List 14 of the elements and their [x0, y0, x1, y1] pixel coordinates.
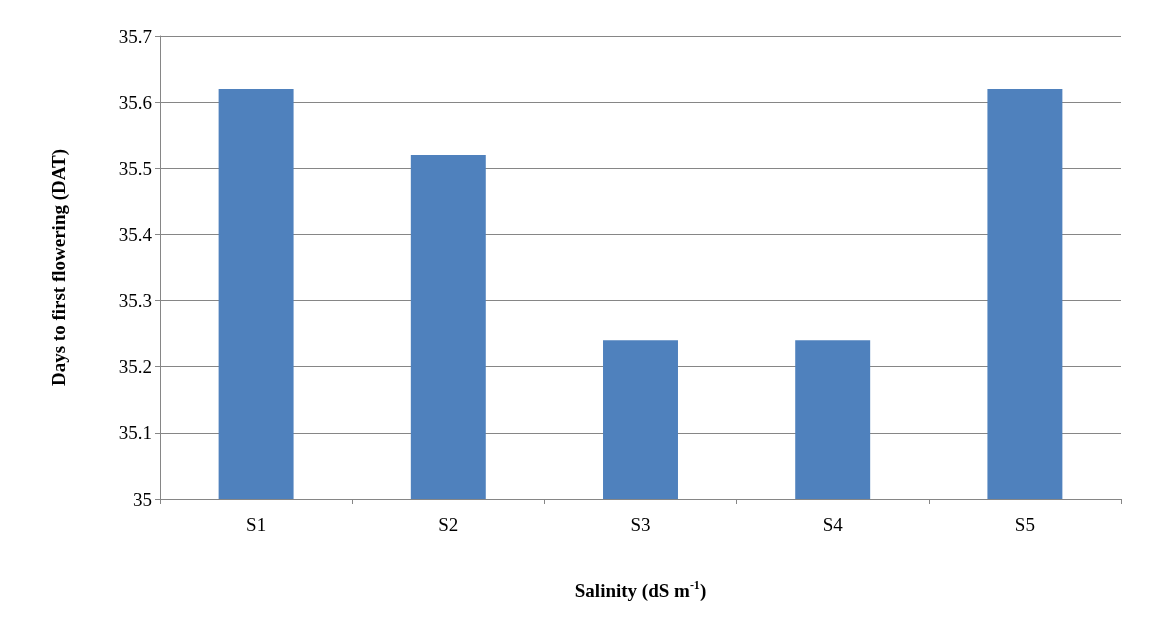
x-tick-label: S1 — [246, 514, 267, 535]
y-axis-title: Days to first flowering (DAT) — [48, 148, 70, 387]
y-tick-label: 35.7 — [118, 25, 152, 47]
y-tick-label: 35.3 — [118, 290, 152, 312]
y-tick-label: 35.1 — [118, 422, 152, 444]
x-tick-label: S5 — [1014, 514, 1035, 535]
x-tick-label: S3 — [630, 514, 651, 535]
y-tick-label: 35.6 — [118, 91, 152, 113]
x-tick-label: S2 — [438, 514, 459, 535]
y-tick-label: 35.4 — [118, 223, 153, 245]
y-tick-label: 35.2 — [118, 356, 152, 378]
x-tick-label: S4 — [822, 514, 844, 535]
y-tick-label: 35 — [133, 488, 152, 510]
y-tick-label: 35.5 — [118, 157, 152, 179]
